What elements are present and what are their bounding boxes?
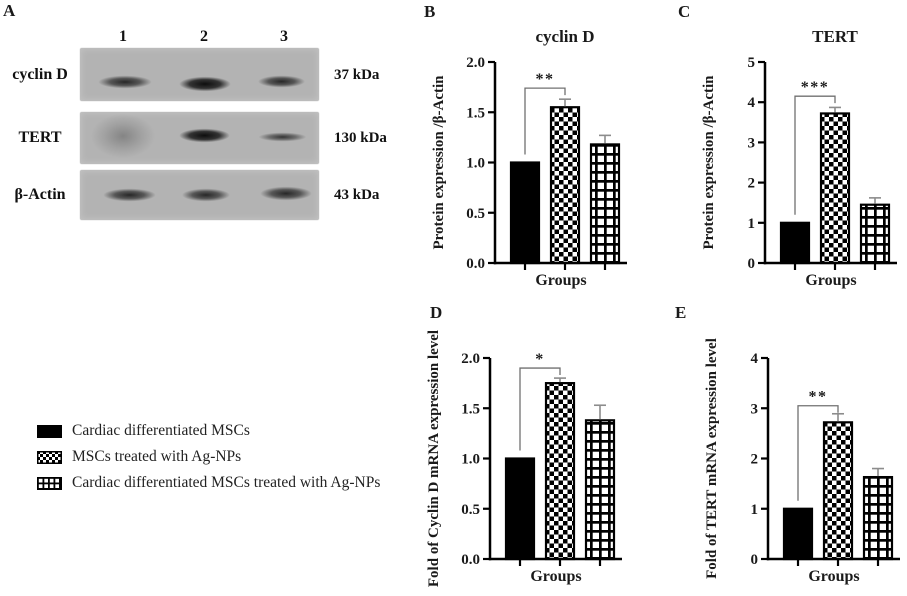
bar-D-2 — [584, 419, 616, 561]
blot-band — [96, 75, 154, 89]
y-tick-label: 2.0 — [461, 351, 480, 367]
y-tick-label: 1 — [748, 216, 756, 232]
y-tick-label: 1.0 — [461, 452, 480, 468]
blot-band — [256, 75, 307, 88]
legend-label: MSCs treated with Ag-NPs — [72, 448, 242, 465]
y-tick-label: 3 — [748, 135, 756, 151]
y-tick-label: 0 — [751, 552, 759, 568]
significance-bracket — [794, 95, 836, 215]
y-tick-label: 5 — [748, 55, 756, 71]
y-tick-label: 0.5 — [461, 502, 480, 518]
molecular-weight-37kda: 37 kDa — [334, 67, 380, 83]
blot-row-label-tert: TERT — [18, 129, 62, 146]
y-axis-label: Fold of TERT mRNA expression level — [704, 338, 720, 579]
significance-stars: * — [535, 351, 545, 368]
y-tick-label: 0.0 — [461, 552, 480, 568]
y-axis-label: Protein expression /β-Actin — [701, 75, 717, 250]
blot-strip-tert — [80, 112, 319, 164]
y-tick-label: 4 — [751, 351, 759, 367]
legend-item: MSCs treated with Ag-NPs — [37, 448, 241, 466]
blot-smudge — [91, 114, 155, 158]
panel-label-a: A — [3, 1, 16, 20]
blot-strip-cyclin-d — [80, 48, 319, 101]
blot-band — [180, 188, 232, 202]
y-tick-label: 3 — [751, 401, 759, 417]
legend-item: Cardiac differentiated MSCs treated with… — [37, 474, 380, 492]
western-blot-panel: 1 2 3 cyclin D TERT β-Actin 37 kDa 130 k… — [0, 0, 410, 230]
y-tick-label: 1.5 — [466, 105, 485, 121]
bar-C-1 — [819, 112, 851, 265]
chart-tert-protein: 0 1 2 3 4 5 TERT Groups Protein expression /β-Ac… — [701, 27, 897, 289]
blot-row-label-cyclin-d: cyclin D — [12, 66, 68, 83]
bar-C-0 — [779, 221, 811, 265]
y-tick-label: 0 — [748, 256, 756, 272]
blot-row-label-beta-actin: β-Actin — [14, 186, 66, 203]
molecular-weight-43kda: 43 kDa — [334, 187, 380, 203]
bar-B-2 — [589, 143, 621, 265]
y-tick-label: 2 — [751, 452, 759, 468]
chart-cyclin-d-mrna: 0.0 0.5 1.0 1.5 2.0 Groups Fold of Cyclin D mR… — [426, 330, 622, 587]
panel-label-e: E — [675, 303, 687, 322]
bar-B-0 — [509, 161, 541, 265]
blot-band — [101, 188, 158, 202]
legend-item: Cardiac differentiated MSCs — [37, 422, 250, 440]
legend-label: Cardiac differentiated MSCs — [72, 422, 250, 439]
y-tick-label: 0.0 — [466, 256, 485, 272]
blot-strip-beta-actin — [80, 170, 319, 220]
y-tick-label: 1.5 — [461, 401, 480, 417]
bar-E-0 — [782, 507, 814, 561]
bar-E-1 — [822, 421, 854, 561]
bar-B-1 — [549, 106, 581, 265]
legend-label: Cardiac differentiated MSCs treated with… — [72, 474, 381, 491]
blot-band — [256, 132, 309, 142]
x-axis-label: Groups — [530, 568, 581, 585]
legend-swatch-solid — [37, 424, 62, 438]
significance-stars: *** — [801, 79, 830, 96]
molecular-weight-130kda: 130 kDa — [334, 130, 387, 146]
chart-title: TERT — [812, 27, 858, 46]
bar-C-2 — [859, 203, 891, 265]
blot-band — [177, 76, 233, 92]
x-axis-label: Groups — [535, 272, 586, 289]
significance-stars: ** — [809, 389, 828, 406]
y-tick-label: 2.0 — [466, 55, 485, 71]
chart-cyclin-d-protein: 0.0 0.5 1.0 1.5 2.0 cyclin D Groups Protein exp… — [431, 27, 627, 289]
significance-bracket — [797, 405, 839, 501]
legend-swatch-grid — [37, 476, 62, 490]
bar-D-0 — [504, 457, 536, 561]
significance-bracket — [524, 87, 566, 155]
x-axis-label: Groups — [808, 568, 859, 585]
lane-number-3: 3 — [280, 28, 288, 45]
y-axis-label: Protein expression /β-Actin — [431, 75, 447, 250]
chart-tert-mrna: 0 1 2 3 4 Groups Fold of TERT mRNA expression … — [704, 338, 900, 585]
bar-E-2 — [862, 475, 894, 561]
blot-band — [177, 128, 232, 143]
panel-label-c: C — [678, 2, 691, 21]
y-tick-label: 1 — [751, 502, 759, 518]
lane-number-2: 2 — [200, 28, 208, 45]
bar-D-1 — [544, 382, 576, 561]
lane-number-1: 1 — [119, 28, 127, 45]
legend-swatch-checkerboard — [37, 450, 62, 464]
y-tick-label: 2 — [748, 176, 756, 192]
blot-band — [258, 186, 314, 201]
y-tick-label: 0.5 — [466, 206, 485, 222]
significance-stars: ** — [536, 71, 555, 88]
y-tick-label: 1.0 — [466, 156, 485, 172]
panel-label-b: B — [424, 2, 436, 21]
chart-title: cyclin D — [535, 27, 594, 46]
y-axis-label: Fold of Cyclin D mRNA expression level — [426, 330, 442, 587]
panel-label-d: D — [430, 303, 443, 322]
y-tick-label: 4 — [748, 95, 756, 111]
significance-bracket — [519, 367, 561, 451]
x-axis-label: Groups — [805, 272, 856, 289]
